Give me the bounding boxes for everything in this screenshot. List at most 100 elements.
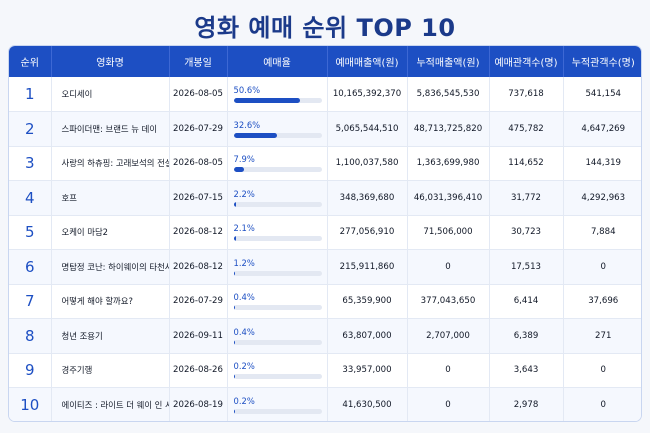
table-row[interactable]: 7 어떻게 해야 할까요? 2026-07-29 0.4% 65,359,900 377,… [9,284,641,319]
booking-rate-label: 0.4% [233,326,255,337]
cumulative-audience-cell: 4,292,963 [563,180,641,216]
cumulative-audience-cell: 541,154 [563,77,641,112]
table-row[interactable]: 6 명탐정 코난: 하이웨이의 타천사 2026-08-12 1.2% 215,911,… [9,249,641,285]
booking-rate-label: 7.9% [233,154,255,165]
cumulative-audience-cell: 0 [600,400,606,410]
booking-rate-label: 0.2% [233,396,255,406]
movie-title-cell: 오디세이 [51,77,170,112]
cumulative-sales-cell: 377,043,650 [407,284,490,319]
table-row[interactable]: 3 사랑의 하츄핑: 고래보석의 전설 2026-08-05 7.9% 1,100,03… [9,146,641,181]
movie-title-cell: 경주기행 [51,353,170,388]
ranking-table: 순위 영화명 개봉일 예매율 예매매출액(원) 누적매출액(원) 예매관객수(명… [9,46,641,421]
booking-sales-cell: 63,807,000 [327,318,408,354]
column-header-cum-sales[interactable]: 누적매출액(원) [407,46,490,77]
booking-rate-cell: 0.2% [227,387,328,421]
cumulative-audience-cell: 144,319 [563,146,641,181]
booking-audience-cell: 6,414 [489,284,564,319]
rank-cell: 7 [9,284,52,319]
cumulative-audience-cell: 271 [563,318,641,354]
rank-cell: 10 [9,387,52,421]
booking-rate-bar-track [233,167,322,173]
release-date-cell: 2026-07-15 [169,180,228,216]
rank-cell: 9 [9,353,52,388]
movie-title-cell: 청년 조용기 [51,318,170,354]
booking-rate-bar-track [233,236,322,242]
table-row[interactable]: 8 청년 조용기 2026-09-11 0.4% 63,807,000 2,707,000… [9,318,641,354]
booking-audience-cell: 3,643 [489,353,564,388]
release-date-cell: 2026-08-05 [169,77,228,112]
booking-audience-cell: 30,723 [489,215,564,250]
booking-sales-cell: 1,100,037,580 [327,146,408,181]
rank-cell: 2 [9,111,52,147]
table-row[interactable]: 5 오케이 마담2 2026-08-12 2.1% 277,056,910 71,506,… [9,215,641,250]
booking-sales-cell: 215,911,860 [327,249,408,285]
cumulative-sales-cell: 0 [407,249,490,285]
cumulative-audience-cell: 4,647,269 [563,111,641,147]
cumulative-sales-cell: 1,363,699,980 [407,146,490,181]
cumulative-sales-cell: 2,707,000 [407,318,490,354]
booking-rate-bar-fill [233,270,236,276]
table-row[interactable]: 2 스파이더맨: 브랜드 뉴 데이 2026-07-29 32.6% 5,065,544… [9,111,641,147]
table-body: 1 오디세이 2026-08-05 50.6% 10,165,392,370 5,836,… [9,77,641,421]
column-header-sales[interactable]: 예매매출액(원) [327,46,408,77]
movie-title-cell: 명탐정 코난: 하이웨이의 타천사 [51,249,170,285]
release-date-cell: 2026-07-29 [169,284,228,319]
release-date-cell: 2026-08-05 [169,146,228,181]
cumulative-sales-cell: 48,713,725,820 [407,111,490,147]
table-row[interactable]: 4 호프 2026-07-15 2.2% 348,369,680 46,031,396,4… [9,180,641,216]
booking-audience-cell: 17,513 [489,249,564,285]
rank-cell: 5 [9,215,52,250]
column-header-rank[interactable]: 순위 [9,46,52,77]
cumulative-sales-cell: 71,506,000 [407,215,490,250]
release-date-cell: 2026-09-11 [169,318,228,354]
rank-cell: 6 [9,249,52,285]
booking-rate-cell: 0.2% [227,353,328,388]
table-header-row: 순위 영화명 개봉일 예매율 예매매출액(원) 누적매출액(원) 예매관객수(명… [9,46,641,77]
booking-rate-bar-track [233,339,322,345]
column-header-cum-audience[interactable]: 누적관객수(명) [571,58,635,69]
booking-audience-cell: 31,772 [489,180,564,216]
booking-audience-cell: 6,389 [489,318,564,354]
release-date-cell: 2026-07-29 [169,111,228,147]
booking-rate-label: 2.2% [233,188,255,199]
cumulative-sales-cell: 0 [407,387,490,421]
column-header-audience[interactable]: 예매관객수(명) [489,46,564,77]
ranking-table-container: 순위 영화명 개봉일 예매율 예매매출액(원) 누적매출액(원) 예매관객수(명… [8,45,642,422]
booking-rate-label: 1.2% [233,257,255,268]
movie-title-cell: 오케이 마담2 [51,215,170,250]
booking-rate-bar-track [233,374,322,380]
rank-cell: 4 [9,180,52,216]
booking-rate-cell: 32.6% [227,111,328,147]
booking-rate-cell: 2.1% [227,215,328,250]
booking-audience-cell: 737,618 [489,77,564,112]
release-date-cell: 2026-08-12 [169,215,228,250]
booking-sales-cell: 277,056,910 [327,215,408,250]
table-row[interactable]: 1 오디세이 2026-08-05 50.6% 10,165,392,370 5,836,… [9,77,641,112]
booking-rate-bar-fill [233,374,235,380]
booking-audience-cell: 2,978 [489,387,564,421]
column-header-rate[interactable]: 예매율 [227,46,328,77]
table-row[interactable]: 9 경주기행 2026-08-26 0.2% 33,957,000 0 3,643 0 [9,353,641,388]
booking-rate-label: 0.2% [233,361,255,372]
booking-rate-bar-track [233,98,322,103]
booking-rate-bar-fill [233,409,235,414]
movie-title-cell: 호프 [51,180,170,216]
booking-rate-bar-fill [233,305,235,311]
booking-rate-bar-fill [233,167,244,173]
rank-cell: 3 [9,146,52,181]
booking-sales-cell: 65,359,900 [327,284,408,319]
booking-rate-cell: 2.2% [227,180,328,216]
booking-audience-cell: 114,652 [489,146,564,181]
cumulative-audience-cell: 7,884 [563,215,641,250]
booking-rate-label: 2.1% [233,223,255,234]
rank-cell: 1 [9,77,52,112]
column-header-release[interactable]: 개봉일 [169,46,228,77]
booking-rate-bar-track [233,409,322,414]
column-header-title[interactable]: 영화명 [51,46,170,77]
movie-title-cell: 에이티즈 : 라이트 더 웨이 인 시네마 [51,387,170,421]
cumulative-audience-cell: 0 [563,353,641,388]
movie-title-cell: 어떻게 해야 할까요? [51,284,170,319]
movie-title-cell: 사랑의 하츄핑: 고래보석의 전설 [51,146,170,181]
release-date-cell: 2026-08-12 [169,249,228,285]
